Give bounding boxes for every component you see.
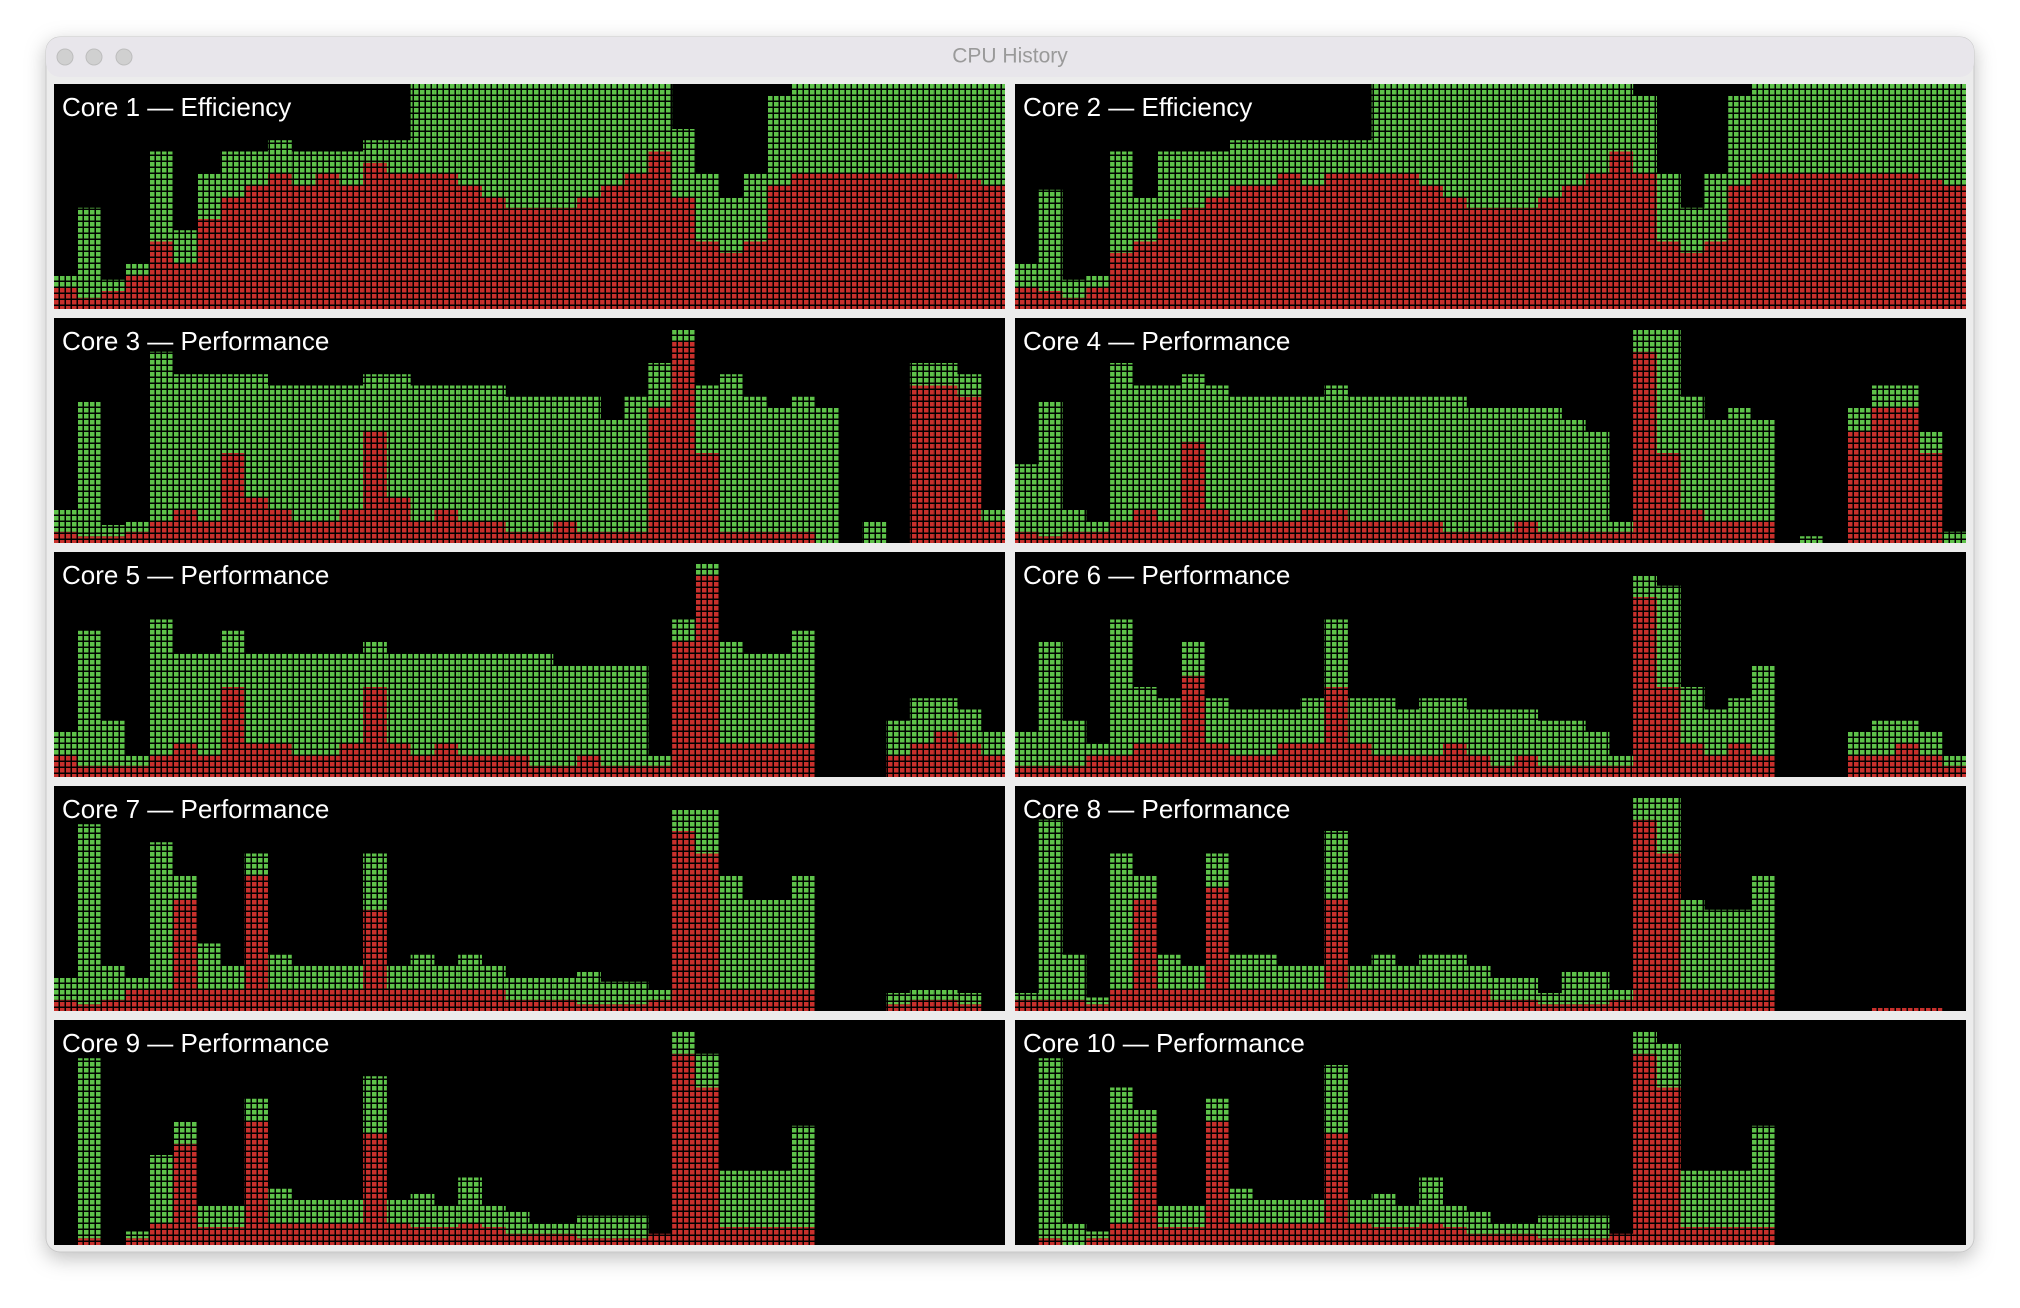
minimize-button[interactable] [85,48,103,66]
core-panel: Core 10 — Performance [1015,1020,1966,1245]
window-title: CPU History [952,45,1068,68]
led-overlay [1015,318,1966,543]
core-panel: Core 7 — Performance [54,786,1005,1011]
core-title: Core 7 — Performance [62,794,329,824]
core-title: Core 1 — Efficiency [62,92,291,122]
core-title: Core 8 — Performance [1023,794,1290,824]
core-title: Core 4 — Performance [1023,326,1290,356]
core-panel: Core 4 — Performance [1015,318,1966,543]
core-panel: Core 6 — Performance [1015,552,1966,777]
led-overlay [1015,84,1966,309]
core-panel: Core 9 — Performance [54,1020,1005,1245]
zoom-button[interactable] [115,48,133,66]
led-overlay [1015,786,1966,1011]
led-overlay [54,552,1005,777]
panels: Core 1 — Efficiency Core 2 — Efficiency Co… [54,84,1966,1245]
core-title: Core 3 — Performance [62,326,329,356]
core-panel: Core 3 — Performance [54,318,1005,543]
led-overlay [54,318,1005,543]
led-overlay [54,84,1005,309]
close-button[interactable] [56,48,74,66]
core-panel: Core 1 — Efficiency [54,84,1005,309]
title-bar [46,37,1974,77]
core-panel: Core 2 — Efficiency [1015,84,1966,309]
led-overlay [1015,552,1966,777]
core-title: Core 5 — Performance [62,560,329,590]
led-overlay [54,786,1005,1011]
led-overlay [54,1020,1005,1245]
core-title: Core 9 — Performance [62,1028,329,1058]
core-title: Core 2 — Efficiency [1023,92,1252,122]
core-title: Core 10 — Performance [1023,1028,1305,1058]
core-title: Core 6 — Performance [1023,560,1290,590]
core-panel: Core 5 — Performance [54,552,1005,777]
core-panel: Core 8 — Performance [1015,786,1966,1011]
led-overlay [1015,1020,1966,1245]
